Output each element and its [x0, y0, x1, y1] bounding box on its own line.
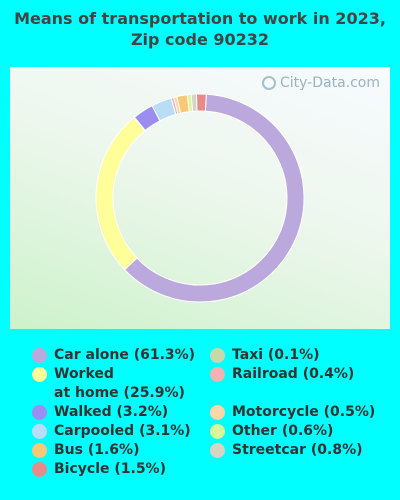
- legend-item-9: Other (0.6%): [210, 422, 390, 441]
- watermark: City-Data.com: [261, 75, 380, 91]
- donut-slice-5: [195, 93, 207, 112]
- legend-item-2: Walked (3.2%): [32, 403, 212, 422]
- watermark-text: City-Data.com: [279, 75, 380, 91]
- legend-label-6: Taxi (0.1%): [232, 347, 320, 363]
- legend-item-1: Worked at home (25.9%): [32, 365, 212, 403]
- legend-label-3: Carpooled (3.1%): [54, 423, 191, 439]
- legend-item-4: Bus (1.6%): [32, 441, 212, 460]
- legend-swatch-5: [32, 462, 47, 477]
- legend-item-0: Car alone (61.3%): [32, 346, 212, 365]
- legend-swatch-6: [210, 348, 225, 363]
- legend-item-10: Streetcar (0.8%): [210, 441, 390, 460]
- legend-item-6: Taxi (0.1%): [210, 346, 390, 365]
- legend-swatch-2: [32, 405, 47, 420]
- legend-column-left: Car alone (61.3%) Worked at home (25.9%) W…: [32, 346, 212, 479]
- legend-label-1: Worked at home (25.9%): [54, 366, 185, 401]
- legend-swatch-1: [32, 367, 47, 382]
- legend-label-4: Bus (1.6%): [54, 442, 140, 458]
- legend-swatch-3: [32, 424, 47, 439]
- legend-item-5: Bicycle (1.5%): [32, 460, 212, 479]
- legend-swatch-7: [210, 367, 225, 382]
- legend-swatch-10: [210, 443, 225, 458]
- donut-slice-1: [95, 116, 146, 271]
- legend-label-0: Car alone (61.3%): [54, 347, 196, 363]
- donut-chart: [95, 93, 305, 303]
- search-icon: [261, 76, 276, 90]
- legend: Car alone (61.3%) Worked at home (25.9%) W…: [32, 346, 392, 494]
- legend-item-8: Motorcycle (0.5%): [210, 403, 390, 422]
- legend-label-9: Other (0.6%): [232, 423, 334, 439]
- legend-label-7: Railroad (0.4%): [232, 366, 355, 382]
- chart-title: Means of transportation to work in 2023,…: [14, 9, 386, 49]
- legend-label-5: Bicycle (1.5%): [54, 461, 166, 477]
- legend-label-8: Motorcycle (0.5%): [232, 404, 376, 420]
- legend-swatch-4: [32, 443, 47, 458]
- plot-area: City-Data.com: [10, 67, 390, 329]
- legend-item-7: Railroad (0.4%): [210, 365, 390, 384]
- legend-swatch-8: [210, 405, 225, 420]
- legend-swatch-9: [210, 424, 225, 439]
- legend-column-right: Taxi (0.1%) Railroad (0.4%) Motorcycle (0.…: [210, 346, 390, 460]
- legend-swatch-0: [32, 348, 47, 363]
- legend-label-10: Streetcar (0.8%): [232, 442, 363, 458]
- legend-label-2: Walked (3.2%): [54, 404, 169, 420]
- legend-item-3: Carpooled (3.1%): [32, 422, 212, 441]
